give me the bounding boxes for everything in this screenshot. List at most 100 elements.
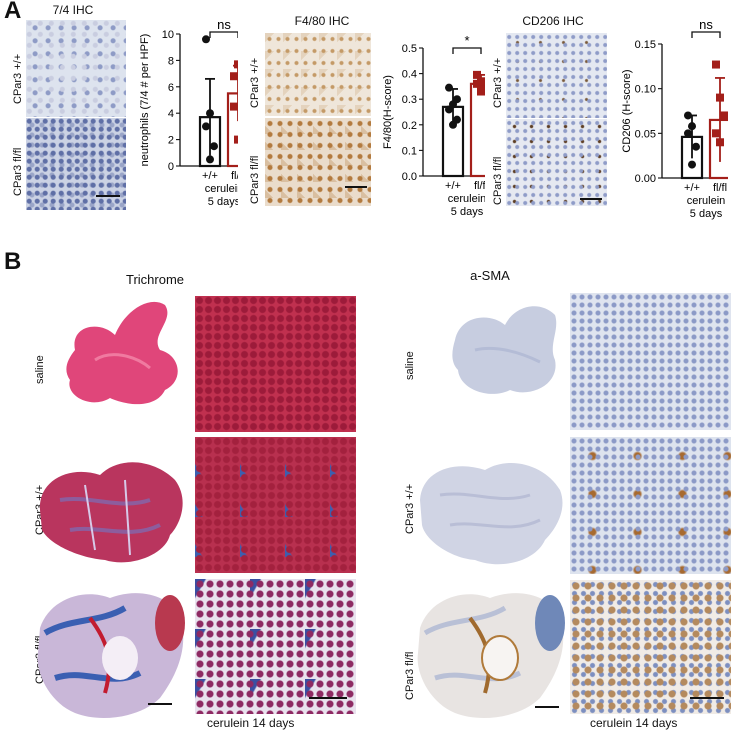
asma-zoom-wt (570, 437, 731, 574)
row-label-cd206-flfl: CPar3 fl/fl (492, 156, 504, 205)
x-tick-label: fl/fl (474, 180, 485, 192)
y-tick-label: 0.2 (402, 120, 417, 132)
row-label-74-wt: CPar3 +/+ (12, 53, 24, 104)
bar (708, 118, 728, 180)
y-tick-label: 0.1 (402, 145, 417, 157)
asma-section-flfl (417, 593, 565, 718)
trichrome-section-wt (39, 462, 183, 563)
treatment-label: cerulein (448, 193, 485, 205)
asma-zoom-flfl (570, 580, 731, 714)
asma-zoom-saline (570, 293, 731, 430)
row-label-74-flfl: CPar3 fl/fl (12, 147, 24, 196)
panel-letter-b: B (4, 248, 22, 275)
asma-section-wt (420, 462, 563, 565)
x-tick-label: fl/fl (231, 170, 238, 182)
data-point (716, 93, 724, 102)
significance-label: * (464, 33, 469, 48)
ihc-image-f480-flfl (265, 118, 371, 206)
x-tick-label: +/+ (445, 180, 461, 192)
chart-neutrophils: 0 2 4 6 8 10 neutrophils (7/4 # per HPF) +/+ fl/… (139, 17, 238, 208)
ihc-title-cd206: CD206 IHC (522, 14, 584, 28)
y-tick-label: 0.0 (402, 171, 417, 183)
data-point (453, 115, 461, 124)
data-point (692, 142, 700, 151)
data-point (230, 72, 238, 81)
treatment-label: 5 days (690, 208, 723, 220)
data-point (716, 138, 724, 147)
scale-bar (96, 195, 120, 197)
data-point (234, 135, 238, 144)
y-tick-label: 0.5 (402, 43, 417, 55)
y-tick-label: 0 (168, 161, 174, 173)
significance-label: ns (699, 17, 713, 32)
trichrome-section-flfl (37, 593, 185, 718)
ihc-image-cd206-flfl (506, 119, 607, 206)
y-tick-label: 0.10 (635, 84, 656, 96)
bottom-label-trichrome: cerulein 14 days (207, 716, 295, 730)
data-point (206, 155, 214, 164)
ihc-title-74: 7/4 IHC (52, 3, 94, 17)
trichrome-zoom-wt (195, 437, 356, 573)
data-point (477, 77, 485, 86)
ihc-image-74-wt (26, 20, 126, 117)
significance-label: ns (217, 17, 231, 32)
y-tick-label: 0.05 (635, 128, 656, 140)
trichrome-section-saline (66, 301, 178, 405)
data-point (712, 129, 720, 138)
row-label-f480-wt: CPar3 +/+ (249, 57, 261, 108)
ihc-image-cd206-wt (506, 33, 607, 118)
asma-section-saline (452, 306, 557, 394)
data-point (688, 122, 696, 131)
data-point (234, 60, 238, 69)
ihc-title-f480: F4/80 IHC (294, 14, 350, 28)
data-point (712, 60, 720, 69)
y-axis-label: F4/80(H-score) (382, 75, 394, 149)
stain-title-asma: a-SMA (470, 268, 510, 283)
bar (226, 92, 238, 168)
y-axis-label: CD206 (H-score) (621, 69, 633, 152)
scale-bar (690, 697, 724, 699)
panel-letter-a: A (4, 0, 22, 24)
data-point (481, 84, 485, 93)
stain-title-trichrome: Trichrome (125, 272, 185, 287)
data-point (445, 83, 453, 92)
data-point (202, 35, 210, 44)
trichrome-zoom-saline (195, 296, 356, 432)
y-tick-label: 8 (168, 55, 174, 67)
ihc-image-f480-wt (265, 33, 371, 116)
y-tick-label: 0.15 (635, 39, 656, 51)
y-tick-label: 0.4 (402, 69, 417, 81)
data-point (230, 102, 238, 111)
y-axis-label: neutrophils (7/4 # per HPF) (139, 34, 151, 167)
bar (469, 82, 485, 178)
y-tick-label: 2 (168, 135, 174, 147)
row-label-cd206-wt: CPar3 +/+ (492, 57, 504, 108)
data-point (720, 111, 728, 120)
data-point (210, 142, 218, 151)
chart-cd206: 0.00 0.05 0.10 0.15 CD206 (H-score) +/+ fl/flc… (621, 17, 728, 220)
y-tick-label: 10 (162, 29, 174, 41)
data-point (453, 95, 461, 104)
treatment-label: cerulein (687, 195, 726, 207)
scale-bar (345, 186, 367, 188)
data-point (473, 70, 481, 79)
scale-bar (309, 697, 347, 699)
scale-bar (580, 198, 602, 200)
treatment-label: 5 days (451, 206, 484, 218)
trichrome-zoom-flfl (195, 579, 356, 714)
treatment-label: 5 days (208, 196, 238, 208)
row-label-saline-trichrome: saline (34, 355, 46, 384)
scale-bar (148, 703, 172, 705)
y-tick-label: 0.00 (635, 173, 656, 185)
row-label-saline-asma: saline (404, 351, 416, 380)
x-tick-label: +/+ (684, 182, 700, 194)
significance-bracket (209, 31, 238, 38)
data-point (202, 122, 210, 131)
x-tick-label: +/+ (202, 170, 218, 182)
ihc-image-74-flfl (26, 118, 126, 210)
data-point (684, 129, 692, 138)
significance-bracket (452, 47, 482, 54)
scale-bar (535, 706, 559, 708)
bottom-label-asma: cerulein 14 days (590, 716, 678, 730)
y-tick-label: 0.3 (402, 94, 417, 106)
